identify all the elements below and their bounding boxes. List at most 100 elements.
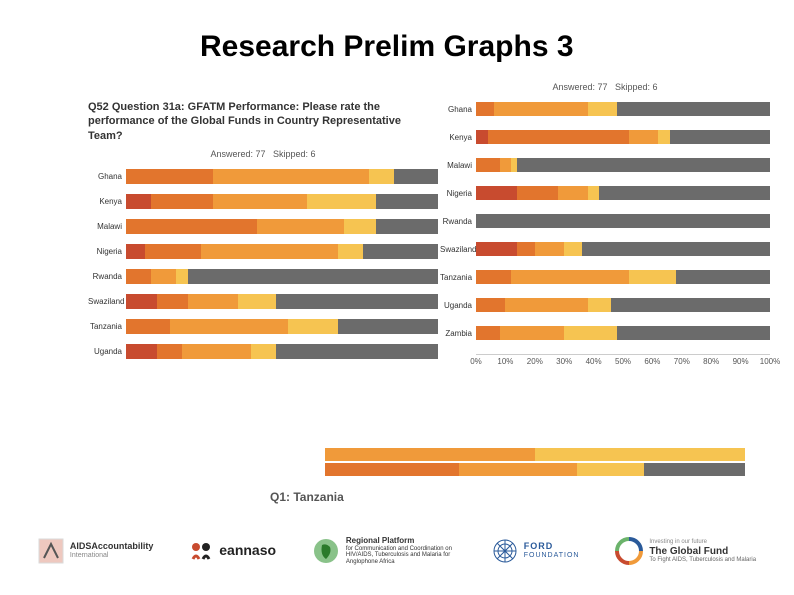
- bar-row: Nigeria: [88, 244, 438, 259]
- bar-segment: [629, 270, 676, 284]
- bar-segment: [307, 194, 376, 209]
- aids-accountability-logo: AIDSAccountability International: [38, 538, 154, 564]
- bar-track: [126, 269, 438, 284]
- bar-label: Kenya: [88, 197, 126, 206]
- bar-segment: [476, 186, 517, 200]
- axis-tick: 50%: [615, 357, 631, 366]
- bar-segment: [182, 344, 251, 359]
- bar-row: Kenya: [88, 194, 438, 209]
- bar-segment: [213, 194, 307, 209]
- bar-segment: [517, 242, 535, 256]
- chart-right-axis: 0%10%20%30%40%50%60%70%80%90%100%: [476, 354, 770, 368]
- bar-segment: [644, 463, 745, 476]
- q1-tanzania-bars: [325, 448, 745, 476]
- bar-segment: [394, 169, 438, 184]
- bar-track: [476, 298, 770, 312]
- bar-label: Tanzania: [440, 273, 476, 282]
- bar-segment: [288, 319, 338, 334]
- bar-row: Swaziland: [88, 294, 438, 309]
- bar-label: Swaziland: [440, 245, 476, 254]
- bar-segment: [145, 244, 201, 259]
- bar-row: Uganda: [440, 298, 770, 312]
- regional-platform-logo: Regional Platform for Communication and …: [312, 537, 456, 566]
- bar-label: Ghana: [440, 105, 476, 114]
- bar-label: Malawi: [88, 222, 126, 231]
- axis-tick: 30%: [556, 357, 572, 366]
- axis-tick: 10%: [497, 357, 513, 366]
- axis-tick: 40%: [586, 357, 602, 366]
- bar-label: Kenya: [440, 133, 476, 142]
- bar-track: [476, 130, 770, 144]
- bar-track: [476, 214, 770, 228]
- bar-segment: [511, 270, 629, 284]
- bar-segment: [459, 463, 577, 476]
- bar-segment: [126, 169, 213, 184]
- q1-tanzania-label: Q1: Tanzania: [270, 490, 344, 504]
- bar-segment: [500, 158, 512, 172]
- bar-segment: [126, 269, 151, 284]
- bar-segment: [599, 186, 770, 200]
- ford-logo-icon: [492, 538, 518, 564]
- bar-row: Ghana: [440, 102, 770, 116]
- bar-segment: [517, 186, 558, 200]
- global-fund-logo: Investing in our future The Global Fund …: [615, 537, 756, 565]
- bar-segment: [151, 194, 213, 209]
- axis-tick: 70%: [674, 357, 690, 366]
- bar-segment: [582, 242, 770, 256]
- bar-track: [126, 244, 438, 259]
- bar-segment: [126, 219, 257, 234]
- page-title: Research Prelim Graphs 3: [200, 30, 574, 64]
- bar-track: [126, 219, 438, 234]
- bar-segment: [494, 102, 588, 116]
- bar-segment: [676, 270, 770, 284]
- bar-track: [126, 194, 438, 209]
- bar-segment: [188, 294, 238, 309]
- bar-segment: [564, 326, 617, 340]
- bar-segment: [157, 294, 188, 309]
- bar-label: Nigeria: [88, 247, 126, 256]
- bar-segment: [617, 326, 770, 340]
- bar-label: Nigeria: [440, 189, 476, 198]
- bar-label: Tanzania: [88, 322, 126, 331]
- bar-segment: [188, 269, 438, 284]
- bar-segment: [251, 344, 276, 359]
- axis-tick: 100%: [760, 357, 780, 366]
- bar-segment: [170, 319, 289, 334]
- bar-row: Rwanda: [88, 269, 438, 284]
- bar-row: Tanzania: [440, 270, 770, 284]
- bar-segment: [535, 242, 564, 256]
- bar-track: [476, 326, 770, 340]
- bar-row: Zambia: [440, 326, 770, 340]
- bar-segment: [577, 463, 644, 476]
- chart-left-question: Q52 Question 31a: GFATM Performance: Ple…: [88, 100, 438, 143]
- bar-row: Malawi: [88, 219, 438, 234]
- eannaso-logo: eannaso: [189, 539, 276, 563]
- bar-segment: [126, 294, 157, 309]
- bar-segment: [500, 326, 565, 340]
- bar-segment: [213, 169, 369, 184]
- bar-segment: [126, 344, 157, 359]
- bar-segment: [617, 102, 770, 116]
- bar-segment: [488, 130, 629, 144]
- bar-label: Malawi: [440, 161, 476, 170]
- q1-bar: [325, 463, 745, 476]
- chart-left-meta: Answered: 77 Skipped: 6: [88, 149, 438, 159]
- ford-foundation-logo: FORD FOUNDATION: [492, 538, 580, 564]
- bar-segment: [588, 298, 612, 312]
- chart-right-meta: Answered: 77 Skipped: 6: [440, 82, 770, 92]
- bar-label: Ghana: [88, 172, 126, 181]
- bar-segment: [376, 194, 438, 209]
- bar-track: [476, 186, 770, 200]
- bar-track: [476, 158, 770, 172]
- bar-segment: [344, 219, 375, 234]
- bar-label: Swaziland: [88, 297, 126, 306]
- bar-segment: [369, 169, 394, 184]
- bar-segment: [476, 102, 494, 116]
- bar-segment: [157, 344, 182, 359]
- bar-segment: [276, 294, 438, 309]
- bar-segment: [126, 194, 151, 209]
- axis-tick: 20%: [527, 357, 543, 366]
- bar-row: Malawi: [440, 158, 770, 172]
- bar-track: [476, 242, 770, 256]
- bar-segment: [325, 463, 459, 476]
